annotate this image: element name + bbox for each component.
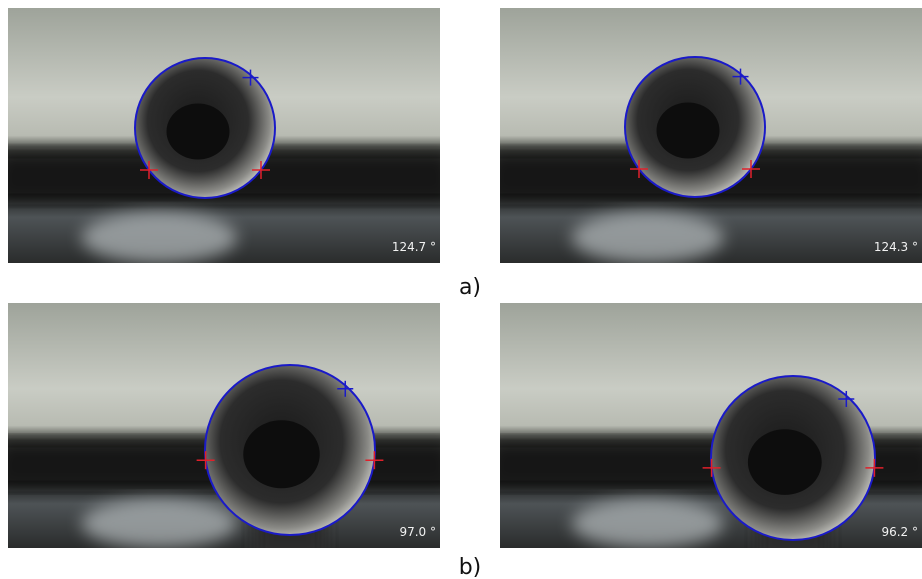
reflection bbox=[81, 212, 237, 263]
row-label: a) bbox=[459, 275, 481, 300]
row-label: b) bbox=[459, 555, 482, 579]
droplet-core bbox=[657, 103, 720, 159]
droplet-core bbox=[243, 420, 320, 488]
photo: 96.2 ° bbox=[490, 303, 922, 560]
reflection bbox=[572, 499, 724, 548]
photo: 124.3 ° bbox=[490, 8, 922, 263]
contact-angle: 97.0 ° bbox=[399, 525, 436, 539]
reflection bbox=[81, 499, 237, 548]
reflection bbox=[572, 212, 724, 263]
photo: 124.7 ° bbox=[0, 8, 450, 263]
contact-angle: 124.7 ° bbox=[392, 240, 436, 254]
page: {"figure": {"rows": [ {"label": "a)", "p… bbox=[0, 0, 922, 579]
contact-angle: 96.2 ° bbox=[881, 525, 918, 539]
contact-angle: 124.3 ° bbox=[874, 240, 918, 254]
droplet-core bbox=[167, 104, 230, 160]
droplet-core bbox=[748, 429, 822, 495]
figure: a) 124.7 ° 124.3 ° b) 97.0 ° 96.2 ° bbox=[0, 0, 922, 579]
photo: 97.0 ° bbox=[0, 303, 450, 560]
